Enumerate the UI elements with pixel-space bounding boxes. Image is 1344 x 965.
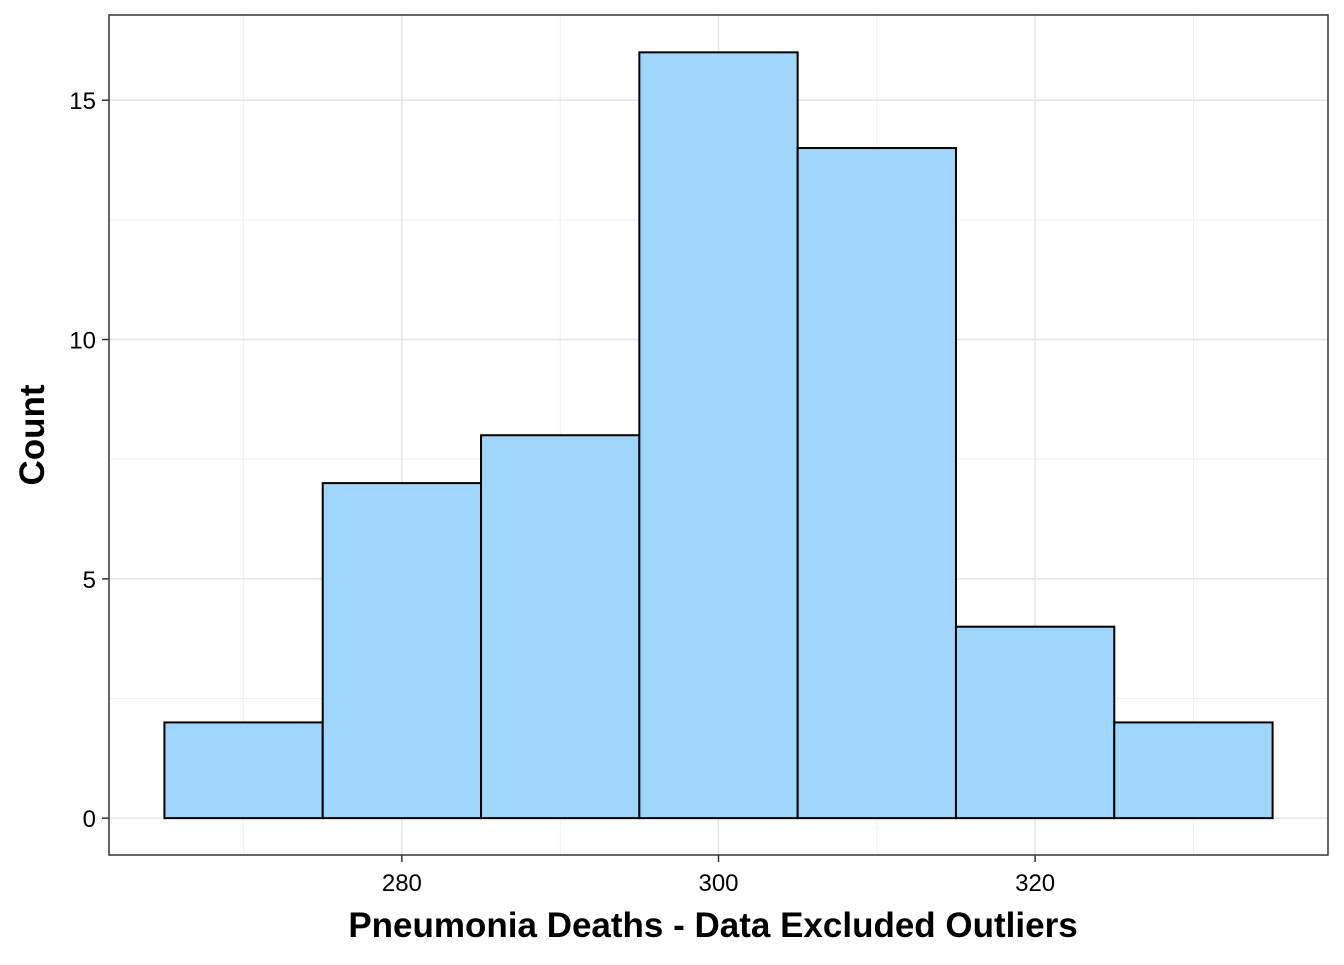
bar xyxy=(321,482,483,820)
bar xyxy=(796,147,957,820)
y-tick-label: 0 xyxy=(83,806,96,833)
y-axis-title: Count xyxy=(13,384,52,485)
bar xyxy=(954,625,1116,820)
y-tick-label: 5 xyxy=(83,567,96,594)
y-tick-label: 15 xyxy=(69,88,96,115)
bar xyxy=(1113,721,1274,820)
bar xyxy=(638,51,799,820)
bar xyxy=(480,434,641,820)
x-tick-label: 320 xyxy=(1015,870,1055,897)
x-tick-label: 280 xyxy=(382,870,422,897)
x-tick-label: 300 xyxy=(698,870,738,897)
y-tick-label: 10 xyxy=(69,328,96,355)
bar xyxy=(163,721,324,820)
x-axis-title: Pneumonia Deaths - Data Excluded Outlier… xyxy=(348,906,1077,945)
